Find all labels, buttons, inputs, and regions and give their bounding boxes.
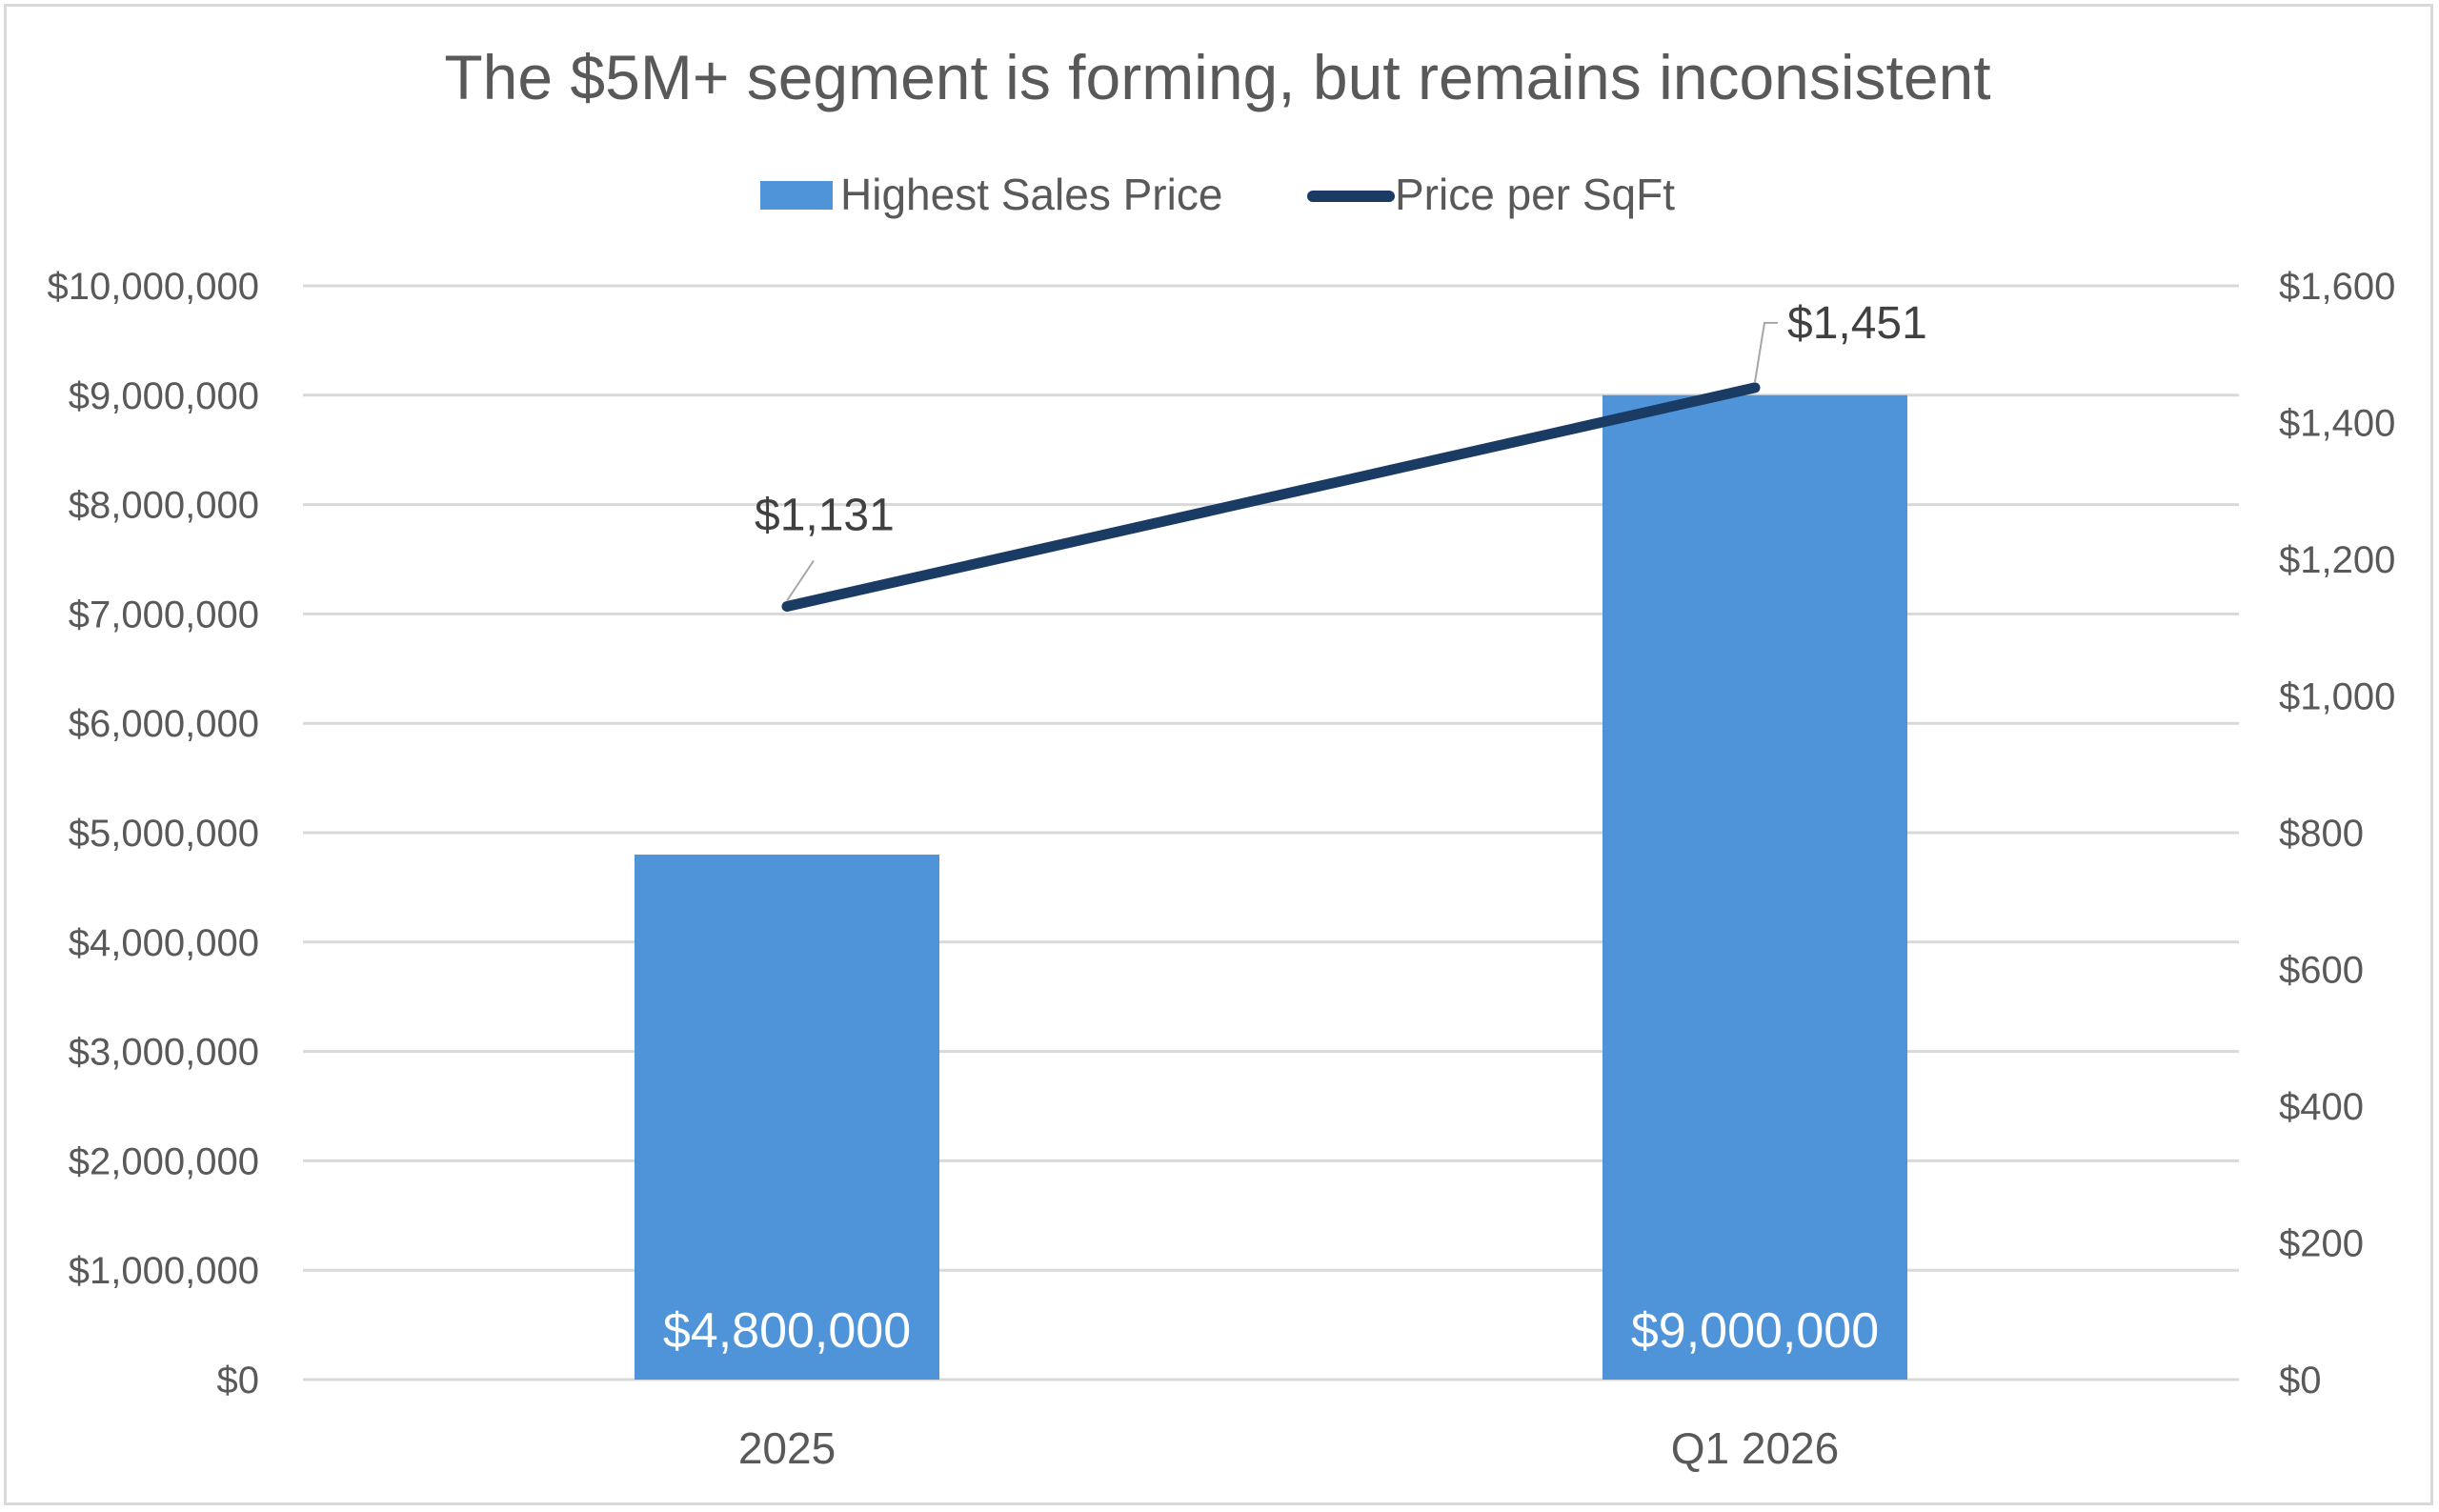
bar-data-label: $9,000,000 bbox=[1631, 1303, 1879, 1359]
right-tick-label: $600 bbox=[2279, 950, 2364, 992]
x-axis: 2025 Q1 2026 bbox=[738, 1423, 1839, 1473]
left-tick-label: $2,000,000 bbox=[69, 1140, 259, 1182]
bar-data-label: $4,800,000 bbox=[663, 1303, 911, 1359]
right-tick-label: $400 bbox=[2279, 1086, 2364, 1128]
right-tick-label: $1,000 bbox=[2279, 676, 2395, 718]
bar-series: $4,800,000 $9,000,000 bbox=[635, 394, 1907, 1380]
left-tick-label: $10,000,000 bbox=[48, 266, 259, 308]
left-tick-label: $3,000,000 bbox=[69, 1032, 259, 1074]
legend: Highest Sales Price Price per SqFt bbox=[760, 170, 1675, 219]
left-axis: $0 $1,000,000 $2,000,000 $3,000,000 $4,000,0… bbox=[48, 266, 259, 1401]
line-data-label: $1,131 bbox=[755, 491, 895, 541]
left-tick-label: $5,000,000 bbox=[69, 813, 259, 855]
left-tick-label: $7,000,000 bbox=[69, 594, 259, 635]
legend-swatch-bar bbox=[760, 181, 833, 210]
left-tick-label: $0 bbox=[217, 1360, 260, 1401]
category-label: Q1 2026 bbox=[1671, 1423, 1839, 1473]
left-tick-label: $8,000,000 bbox=[69, 485, 259, 527]
right-tick-label: $1,200 bbox=[2279, 539, 2395, 581]
leader-line bbox=[1754, 321, 1778, 383]
legend-label-bar: Highest Sales Price bbox=[840, 170, 1222, 219]
line-series: $1,131 $1,451 bbox=[755, 298, 1927, 613]
left-tick-label: $4,000,000 bbox=[69, 922, 259, 964]
line-path bbox=[781, 382, 1761, 613]
right-tick-label: $0 bbox=[2279, 1360, 2322, 1401]
right-tick-label: $1,400 bbox=[2279, 403, 2395, 445]
legend-label-line: Price per SqFt bbox=[1395, 170, 1675, 219]
chart-title: The $5M+ segment is forming, but remains… bbox=[444, 42, 1990, 112]
chart-frame bbox=[4, 4, 2433, 1505]
right-axis: $0 $200 $400 $600 $800 $1,000 $1,200 $1,400 $1,6… bbox=[2279, 266, 2395, 1401]
right-tick-label: $800 bbox=[2279, 813, 2364, 855]
right-tick-label: $200 bbox=[2279, 1223, 2364, 1265]
right-tick-label: $1,600 bbox=[2279, 266, 2395, 308]
bar bbox=[1602, 394, 1907, 1380]
category-label: 2025 bbox=[738, 1423, 836, 1473]
bar bbox=[635, 854, 939, 1380]
line-data-label: $1,451 bbox=[1787, 298, 1927, 349]
left-tick-label: $1,000,000 bbox=[69, 1250, 259, 1292]
left-tick-label: $9,000,000 bbox=[69, 375, 259, 417]
gridlines bbox=[303, 284, 2239, 1381]
left-tick-label: $6,000,000 bbox=[69, 703, 259, 745]
leader-line bbox=[786, 559, 815, 602]
